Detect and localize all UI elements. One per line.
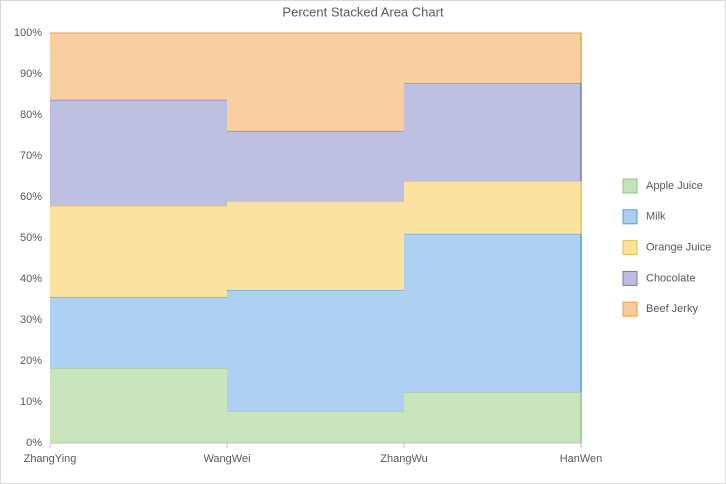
area-step — [404, 392, 581, 443]
legend-swatch — [622, 178, 638, 194]
legend-swatch — [622, 301, 638, 317]
y-tick-label: 10% — [20, 396, 42, 408]
area-step — [50, 297, 227, 368]
area-step — [50, 367, 227, 443]
y-tick-label: 100% — [14, 27, 42, 39]
legend-swatch — [622, 209, 638, 225]
y-tick-label: 90% — [20, 68, 42, 80]
area-step — [404, 181, 581, 234]
x-tick-label: ZhangYing — [24, 453, 77, 465]
legend-label: Chocolate — [646, 272, 696, 284]
y-tick-label: 80% — [20, 109, 42, 121]
legend-label: Beef Jerky — [646, 303, 698, 315]
area-step — [227, 290, 404, 412]
legend-swatch — [622, 240, 638, 256]
x-tick-label: ZhangWu — [380, 453, 428, 465]
y-tick-label: 50% — [20, 232, 42, 244]
area-step — [50, 33, 227, 100]
legend-label: Apple Juice — [646, 180, 703, 192]
y-tick-label: 70% — [20, 150, 42, 162]
area-step — [227, 130, 404, 202]
x-tick-label: HanWen — [560, 453, 603, 465]
legend-label: Milk — [646, 211, 666, 223]
area-step — [404, 233, 581, 393]
chart-title: Percent Stacked Area Chart — [282, 4, 444, 19]
area-step — [404, 83, 581, 182]
area-step — [404, 33, 581, 84]
y-tick-label: 30% — [20, 314, 42, 326]
y-tick-label: 40% — [20, 273, 42, 285]
area-step — [227, 201, 404, 291]
area-step — [50, 206, 227, 298]
x-tick-label: WangWei — [203, 453, 250, 465]
y-tick-label: 20% — [20, 355, 42, 367]
area-step — [227, 33, 404, 131]
y-tick-label: 60% — [20, 191, 42, 203]
legend-swatch — [622, 270, 638, 286]
area-step — [227, 411, 404, 443]
y-tick-label: 0% — [26, 437, 42, 449]
area-step — [50, 99, 227, 207]
legend-label: Orange Juice — [646, 242, 711, 254]
